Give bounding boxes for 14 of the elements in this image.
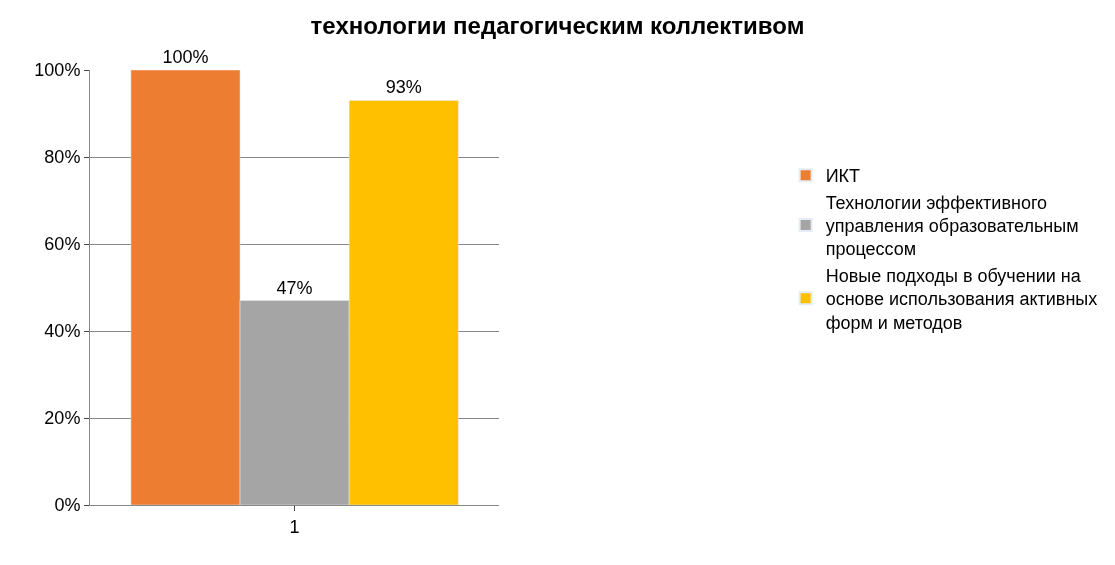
x-tick-label: 1 [289, 516, 300, 537]
data-label: 93% [385, 77, 422, 98]
y-tick-label: 0% [54, 495, 81, 516]
y-tick-label: 40% [44, 321, 81, 342]
legend-label: ИКТ [825, 166, 861, 187]
text: технологии педагогическим коллективом [310, 11, 805, 39]
legend-label: Новые подходы в обучении на основе использования активных форм и методов [825, 265, 1098, 333]
y-tick-label: 80% [44, 147, 81, 168]
legend-label: Технологии эффективного управления образовательным процессом [825, 192, 1079, 260]
y-tick-label: 60% [44, 234, 81, 255]
data-label: 47% [276, 277, 313, 298]
data-label: 100% [162, 47, 209, 67]
y-tick-label: 20% [44, 408, 81, 429]
y-tick-label: 100% [34, 60, 81, 81]
